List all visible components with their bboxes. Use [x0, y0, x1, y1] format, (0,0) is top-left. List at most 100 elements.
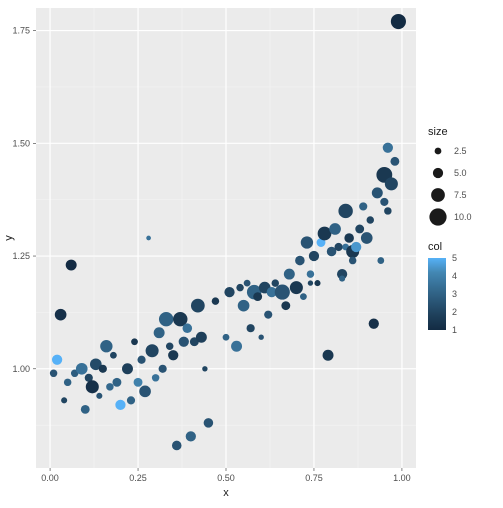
- legend-color-label: 3: [452, 289, 457, 299]
- data-point: [131, 338, 138, 345]
- data-point: [258, 335, 263, 340]
- data-point: [264, 311, 272, 319]
- legend-size-label: 5.0: [454, 168, 467, 178]
- data-point: [377, 257, 384, 264]
- data-point: [115, 400, 125, 410]
- data-point: [186, 431, 196, 441]
- data-point: [390, 157, 399, 166]
- data-point: [380, 198, 388, 206]
- data-point: [295, 256, 305, 266]
- data-point: [323, 350, 334, 361]
- data-point: [300, 293, 307, 300]
- x-tick-label: 0.00: [41, 473, 59, 483]
- data-point: [66, 260, 77, 271]
- data-point: [137, 356, 145, 364]
- data-point: [349, 257, 356, 264]
- y-tick-label: 1.00: [12, 364, 30, 374]
- data-point: [81, 405, 90, 414]
- y-tick-label: 1.50: [12, 138, 30, 148]
- data-point: [359, 202, 367, 210]
- data-point: [146, 344, 159, 357]
- data-point: [355, 225, 364, 234]
- data-point: [212, 297, 219, 304]
- data-point: [99, 365, 107, 373]
- data-point: [159, 365, 167, 373]
- data-point: [290, 281, 303, 294]
- data-point: [253, 292, 262, 301]
- legend-size-label: 2.5: [454, 146, 467, 156]
- y-tick-label: 1.75: [12, 26, 30, 36]
- data-point: [329, 223, 341, 235]
- data-point: [351, 242, 361, 252]
- data-point: [112, 378, 121, 387]
- y-axis-title: y: [3, 235, 15, 241]
- data-point: [385, 177, 398, 190]
- data-point: [339, 276, 345, 282]
- x-tick-label: 0.75: [305, 473, 323, 483]
- data-point: [224, 287, 234, 297]
- data-point: [55, 309, 67, 321]
- data-point: [281, 301, 290, 310]
- data-point: [309, 251, 319, 261]
- data-point: [96, 393, 102, 399]
- legend-color-title: col: [428, 241, 442, 253]
- legend-size-label: 7.5: [454, 190, 467, 200]
- data-point: [191, 299, 205, 313]
- data-point: [76, 363, 88, 375]
- x-axis-title: x: [223, 487, 229, 499]
- data-point: [391, 14, 406, 29]
- data-point: [122, 363, 133, 374]
- legend-color-label: 5: [452, 253, 457, 263]
- data-point: [338, 204, 352, 218]
- x-tick-label: 0.50: [217, 473, 235, 483]
- data-point: [231, 341, 242, 352]
- data-point: [383, 143, 393, 153]
- data-point: [50, 370, 57, 377]
- data-point: [152, 374, 159, 381]
- data-point: [106, 383, 113, 390]
- data-point: [64, 379, 71, 386]
- data-point: [146, 236, 151, 241]
- chart-svg: 0.000.250.500.751.001.001.251.501.75xysi…: [0, 0, 503, 503]
- data-point: [272, 279, 279, 286]
- data-point: [361, 232, 373, 244]
- legend-color-label: 1: [452, 325, 457, 335]
- data-point: [139, 386, 151, 398]
- data-point: [367, 216, 374, 223]
- data-point: [196, 332, 207, 343]
- data-point: [236, 284, 243, 291]
- data-point: [110, 352, 117, 359]
- data-point: [202, 366, 207, 371]
- data-point: [100, 340, 112, 352]
- data-point: [301, 236, 313, 248]
- legend-size-label: 10.0: [454, 212, 472, 222]
- legend-size-key: [435, 148, 442, 155]
- data-point: [134, 378, 143, 387]
- data-point: [335, 243, 343, 251]
- data-point: [384, 207, 391, 214]
- data-point: [166, 342, 173, 349]
- data-point: [172, 441, 182, 451]
- data-point: [168, 350, 178, 360]
- data-point: [179, 337, 189, 347]
- data-point: [238, 300, 250, 312]
- legend-color-label: 2: [452, 307, 457, 317]
- x-tick-label: 1.00: [393, 473, 411, 483]
- legend-color-label: 4: [452, 271, 457, 281]
- data-point: [369, 319, 379, 329]
- x-tick-label: 0.25: [129, 473, 147, 483]
- data-point: [372, 187, 383, 198]
- data-point: [86, 380, 99, 393]
- data-point: [204, 418, 214, 428]
- y-tick-label: 1.25: [12, 251, 30, 261]
- data-point: [244, 280, 251, 287]
- data-point: [308, 280, 313, 285]
- data-point: [154, 327, 165, 338]
- legend-size-key: [431, 188, 445, 202]
- figure: 0.000.250.500.751.001.001.251.501.75xysi…: [0, 0, 503, 503]
- data-point: [61, 397, 67, 403]
- data-point: [247, 324, 255, 332]
- legend-size-key: [429, 208, 446, 225]
- data-point: [307, 270, 314, 277]
- legend-color-bar: [428, 258, 446, 330]
